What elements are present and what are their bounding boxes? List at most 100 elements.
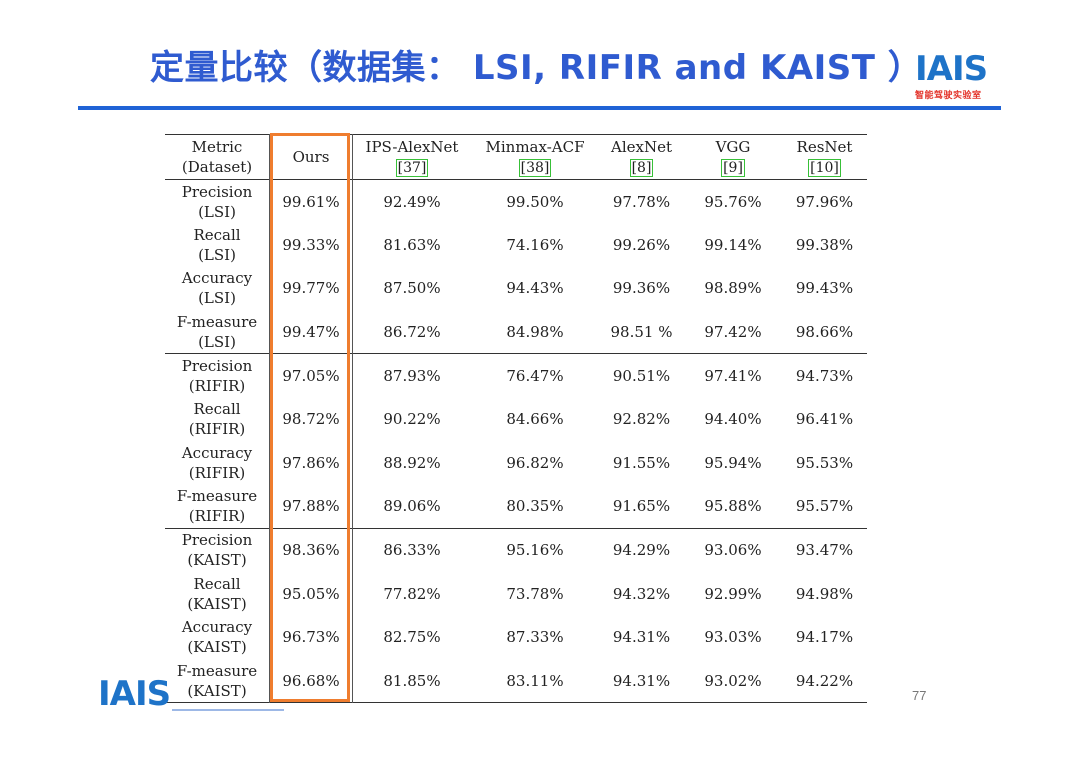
value-cell: 84.98% bbox=[506, 322, 564, 341]
value-cell: 77.82% bbox=[383, 584, 441, 603]
value-cell: 94.40% bbox=[704, 410, 762, 429]
value-cell: 94.29% bbox=[612, 541, 671, 560]
value-cell: 97.86% bbox=[269, 441, 353, 485]
citation-link[interactable]: [8] bbox=[629, 159, 654, 177]
value-cell: 74.16% bbox=[506, 235, 564, 254]
citation-link[interactable]: [9] bbox=[721, 159, 745, 177]
value-cell: 92.99% bbox=[704, 584, 762, 603]
citation-link[interactable]: [38] bbox=[518, 159, 552, 177]
citation-link[interactable]: [10] bbox=[808, 159, 841, 177]
value-cell: 99.77% bbox=[269, 266, 353, 311]
metric-cell: Accuracy (KAIST) bbox=[165, 615, 270, 660]
value-cell: 80.35% bbox=[506, 497, 564, 516]
value-cell: 95.53% bbox=[795, 453, 854, 472]
value-cell: 73.78% bbox=[506, 584, 564, 603]
value-cell: 84.66% bbox=[506, 410, 564, 429]
header-ips-alexnet: IPS-AlexNet [37] bbox=[365, 138, 459, 177]
metric-cell: Recall (KAIST) bbox=[165, 571, 270, 616]
value-cell: 99.14% bbox=[704, 235, 762, 254]
value-cell: 94.31% bbox=[612, 671, 671, 690]
value-cell: 81.85% bbox=[383, 671, 441, 690]
value-cell: 93.03% bbox=[704, 628, 762, 647]
table-row: Recall (KAIST) 95.05% 77.82% 73.78% 94.32… bbox=[165, 571, 867, 616]
table-row: F-measure (LSI) 99.47% 86.72% 84.98% 98.5… bbox=[165, 310, 867, 354]
metric-cell: Accuracy (RIFIR) bbox=[165, 441, 270, 485]
table-row: Recall (LSI) 99.33% 81.63% 74.16% 99.26% … bbox=[165, 223, 867, 267]
value-cell: 98.51 % bbox=[610, 322, 673, 341]
table-row: Recall (RIFIR) 98.72% 90.22% 84.66% 92.82… bbox=[165, 397, 867, 442]
header-alexnet: AlexNet [8] bbox=[611, 138, 672, 177]
value-cell: 93.47% bbox=[795, 541, 854, 560]
value-cell: 95.57% bbox=[795, 497, 854, 516]
table-row: Precision (LSI) 99.61% 92.49% 99.50% 97.7… bbox=[165, 179, 867, 224]
value-cell: 97.96% bbox=[795, 192, 854, 211]
table-header-row: Metric (Dataset) Ours IPS-AlexNet [37] Mi… bbox=[165, 134, 867, 180]
value-cell: 86.72% bbox=[383, 322, 441, 341]
value-cell: 97.78% bbox=[612, 192, 671, 211]
slide-title: 定量比较（数据集： LSI, RIFIR and KAIST ） bbox=[150, 48, 923, 88]
metric-cell: Recall (LSI) bbox=[165, 223, 270, 267]
value-cell: 82.75% bbox=[383, 628, 441, 647]
title-divider bbox=[78, 106, 1001, 110]
value-cell: 95.88% bbox=[704, 497, 762, 516]
header-vgg: VGG [9] bbox=[715, 138, 751, 177]
value-cell: 94.22% bbox=[795, 671, 854, 690]
value-cell: 93.06% bbox=[704, 541, 762, 560]
value-cell: 89.06% bbox=[383, 497, 441, 516]
value-cell: 87.33% bbox=[506, 628, 564, 647]
value-cell: 96.68% bbox=[269, 659, 353, 703]
value-cell: 81.63% bbox=[383, 235, 441, 254]
header-metric: Metric (Dataset) bbox=[165, 134, 270, 180]
metric-cell: F-measure (KAIST) bbox=[165, 659, 270, 703]
value-cell: 90.51% bbox=[612, 366, 671, 385]
value-cell: 95.05% bbox=[269, 571, 353, 616]
value-cell: 94.32% bbox=[612, 584, 671, 603]
value-cell: 96.73% bbox=[269, 615, 353, 660]
metric-cell: Accuracy (LSI) bbox=[165, 266, 270, 311]
footer-logo: IAIS bbox=[98, 674, 284, 714]
value-cell: 99.43% bbox=[795, 279, 854, 298]
footer-logo-mark: IAIS bbox=[98, 674, 171, 714]
value-cell: 96.41% bbox=[795, 410, 854, 429]
value-cell: 88.92% bbox=[383, 453, 441, 472]
value-cell: 76.47% bbox=[506, 366, 564, 385]
value-cell: 98.72% bbox=[269, 397, 353, 442]
value-cell: 98.89% bbox=[704, 279, 762, 298]
logo-caption: 智能驾驶实验室 bbox=[915, 91, 982, 101]
value-cell: 97.41% bbox=[704, 366, 762, 385]
metric-cell: Precision (LSI) bbox=[165, 179, 270, 224]
value-cell: 99.33% bbox=[269, 223, 353, 267]
results-table: Metric (Dataset) Ours IPS-AlexNet [37] Mi… bbox=[165, 134, 867, 703]
value-cell: 95.76% bbox=[704, 192, 762, 211]
citation-link[interactable]: [37] bbox=[395, 159, 429, 177]
value-cell: 92.49% bbox=[383, 192, 441, 211]
metric-cell: Precision (KAIST) bbox=[165, 528, 270, 572]
value-cell: 99.61% bbox=[269, 179, 353, 224]
value-cell: 99.50% bbox=[506, 192, 564, 211]
value-cell: 90.22% bbox=[383, 410, 441, 429]
value-cell: 93.02% bbox=[704, 671, 762, 690]
table-row: F-measure (KAIST) 96.68% 81.85% 83.11% 94… bbox=[165, 659, 867, 703]
value-cell: 94.73% bbox=[795, 366, 854, 385]
header-resnet: ResNet [10] bbox=[796, 138, 853, 177]
value-cell: 99.47% bbox=[269, 310, 353, 354]
value-cell: 94.43% bbox=[506, 279, 564, 298]
table-row: Precision (KAIST) 98.36% 86.33% 95.16% 94… bbox=[165, 528, 867, 572]
page-number: 77 bbox=[912, 688, 927, 703]
value-cell: 95.94% bbox=[704, 453, 762, 472]
lab-logo: IAIS 智能驾驶实验室 bbox=[915, 49, 990, 101]
value-cell: 87.50% bbox=[383, 279, 441, 298]
value-cell: 95.16% bbox=[506, 541, 564, 560]
logo-mark: IAIS bbox=[915, 49, 988, 89]
value-cell: 94.31% bbox=[612, 628, 671, 647]
value-cell: 91.55% bbox=[612, 453, 671, 472]
value-cell: 98.66% bbox=[795, 322, 854, 341]
header-minmax-acf: Minmax-ACF [38] bbox=[485, 138, 585, 177]
value-cell: 91.65% bbox=[612, 497, 671, 516]
table-row: Accuracy (LSI) 99.77% 87.50% 94.43% 99.36… bbox=[165, 266, 867, 311]
value-cell: 98.36% bbox=[269, 528, 353, 572]
table-row: F-measure (RIFIR) 97.88% 89.06% 80.35% 91… bbox=[165, 484, 867, 529]
header-ours: Ours bbox=[269, 134, 353, 180]
value-cell: 99.36% bbox=[612, 279, 671, 298]
value-cell: 96.82% bbox=[506, 453, 564, 472]
